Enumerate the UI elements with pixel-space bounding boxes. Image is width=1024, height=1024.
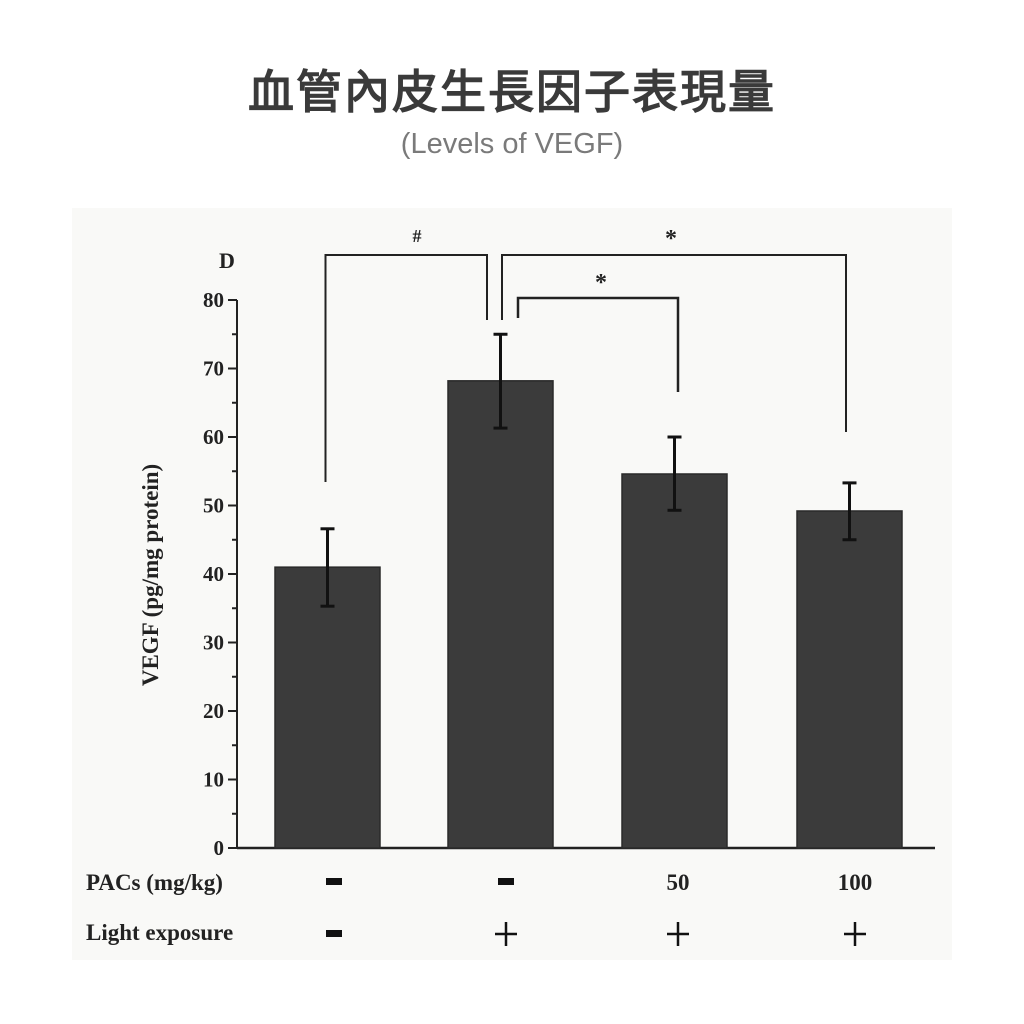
bar [447,380,554,849]
significance-bracket [324,254,488,482]
y-tick-label: 60 [203,425,224,449]
significance-label: * [665,226,677,252]
significance-label: # [413,226,422,246]
bar [274,566,381,849]
significance-label: * [595,270,607,296]
y-tick-label: 0 [214,836,225,860]
y-tick-label: 20 [203,699,224,723]
bar [796,510,903,849]
light-value-minus [326,930,342,937]
bar-chart: D 0 10 20 30 40 50 60 70 80 VEGF (pg/mg protein) # *… [86,226,935,946]
pacs-value: 50 [667,870,690,895]
y-axis-label: VEGF (pg/mg protein) [138,464,163,686]
significance-bracket [516,296,680,392]
pacs-value-minus [326,878,342,885]
y-tick-label: 10 [203,768,224,792]
significance-bracket [501,254,847,432]
row-label-light: Light exposure [86,920,233,945]
y-tick-label: 70 [203,357,224,381]
chart-figure: D 0 10 20 30 40 50 60 70 80 VEGF (pg/mg protein) # *… [72,208,952,960]
page-title: 血管內皮生長因子表現量 [248,65,776,119]
panel-label: D [219,248,235,273]
row-label-pacs: PACs (mg/kg) [86,870,223,895]
y-tick-label: 30 [203,631,224,655]
bar [621,473,728,849]
y-tick-label: 50 [203,494,224,518]
pacs-value-minus [498,878,514,885]
pacs-value: 100 [838,870,873,895]
page-subtitle: (Levels of VEGF) [400,128,624,160]
y-tick-label: 40 [203,562,224,586]
y-tick-label: 80 [203,288,224,312]
